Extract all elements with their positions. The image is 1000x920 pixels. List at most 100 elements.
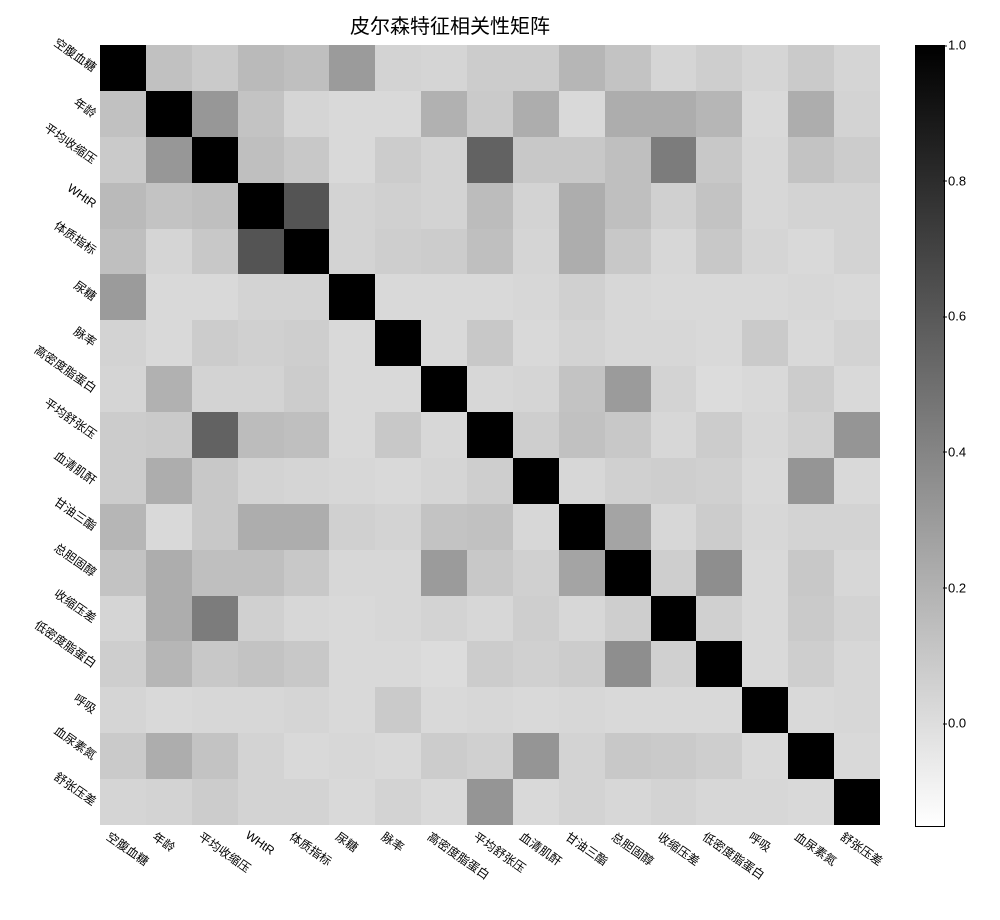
heatmap-cell xyxy=(329,779,375,825)
heatmap-cell xyxy=(651,412,697,458)
y-axis-label: 年龄 xyxy=(70,94,99,122)
heatmap-cell xyxy=(329,45,375,91)
heatmap-cell xyxy=(329,596,375,642)
heatmap-cell xyxy=(284,137,330,183)
heatmap-cell xyxy=(605,320,651,366)
heatmap-cell xyxy=(329,641,375,687)
heatmap-cell xyxy=(742,320,788,366)
heatmap-cell xyxy=(559,91,605,137)
heatmap-cell xyxy=(651,687,697,733)
heatmap-cell xyxy=(467,229,513,275)
y-axis-label: 空腹血糖 xyxy=(51,34,100,75)
heatmap-cell xyxy=(329,137,375,183)
heatmap-cell xyxy=(513,91,559,137)
heatmap-cell xyxy=(238,229,284,275)
heatmap-cell xyxy=(375,91,421,137)
heatmap-cell xyxy=(284,412,330,458)
heatmap-cell xyxy=(100,550,146,596)
y-axis-label: 脉率 xyxy=(70,323,99,351)
heatmap-cell xyxy=(651,779,697,825)
heatmap-cell xyxy=(467,320,513,366)
heatmap-cell xyxy=(696,733,742,779)
y-axis-label: 平均舒张压 xyxy=(41,394,100,442)
heatmap-cell xyxy=(513,183,559,229)
colorbar-tick: 0.8 xyxy=(948,173,966,188)
heatmap-cell xyxy=(421,641,467,687)
y-axis-label: 尿糖 xyxy=(70,277,99,305)
heatmap-cell xyxy=(513,229,559,275)
heatmap-cell xyxy=(421,366,467,412)
heatmap-cell xyxy=(834,641,880,687)
heatmap-cell xyxy=(146,504,192,550)
heatmap-cell xyxy=(834,412,880,458)
heatmap-cell xyxy=(559,274,605,320)
heatmap-cell xyxy=(559,320,605,366)
heatmap-cell xyxy=(651,137,697,183)
heatmap-cell xyxy=(696,320,742,366)
y-axis-label: 血尿素氮 xyxy=(51,722,100,763)
heatmap-cell xyxy=(421,320,467,366)
heatmap-cell xyxy=(742,274,788,320)
heatmap-cell xyxy=(238,320,284,366)
heatmap-cell xyxy=(742,641,788,687)
heatmap-cell xyxy=(375,458,421,504)
heatmap-cell xyxy=(192,687,238,733)
heatmap-cell xyxy=(605,596,651,642)
y-axis-label: 甘油三酯 xyxy=(51,493,100,534)
x-axis-label: 年龄 xyxy=(149,828,178,856)
heatmap-cell xyxy=(375,596,421,642)
x-axis-label: 总胆固醇 xyxy=(608,828,657,869)
heatmap-cell xyxy=(467,550,513,596)
heatmap-cell xyxy=(467,641,513,687)
heatmap-cell xyxy=(375,137,421,183)
heatmap-cell xyxy=(375,550,421,596)
heatmap-cell xyxy=(100,274,146,320)
heatmap-cell xyxy=(788,458,834,504)
heatmap-cell xyxy=(788,91,834,137)
heatmap-cell xyxy=(100,779,146,825)
heatmap-cell xyxy=(605,504,651,550)
heatmap-cell xyxy=(421,458,467,504)
heatmap-cell xyxy=(421,550,467,596)
x-axis-label: 空腹血糖 xyxy=(103,828,152,869)
heatmap-cell xyxy=(742,366,788,412)
heatmap-cell xyxy=(238,641,284,687)
heatmap-cell xyxy=(696,274,742,320)
heatmap-cell xyxy=(696,137,742,183)
heatmap-cell xyxy=(605,550,651,596)
heatmap-cell xyxy=(238,596,284,642)
heatmap-cell xyxy=(788,504,834,550)
x-axis-label: 甘油三酯 xyxy=(562,828,611,869)
heatmap-cell xyxy=(100,137,146,183)
heatmap-cell xyxy=(834,504,880,550)
heatmap-cell xyxy=(467,458,513,504)
heatmap-cell xyxy=(467,504,513,550)
heatmap-cell xyxy=(192,458,238,504)
heatmap-cell xyxy=(467,596,513,642)
x-axis-label: 尿糖 xyxy=(333,828,362,856)
heatmap-cell xyxy=(284,45,330,91)
heatmap-cell xyxy=(329,229,375,275)
heatmap-cell xyxy=(375,366,421,412)
heatmap-cell xyxy=(284,550,330,596)
heatmap-cell xyxy=(192,45,238,91)
heatmap-cell xyxy=(742,91,788,137)
heatmap-cell xyxy=(146,596,192,642)
heatmap-cell xyxy=(192,366,238,412)
heatmap-cell xyxy=(696,458,742,504)
colorbar-gradient xyxy=(915,45,945,827)
heatmap-cell xyxy=(421,183,467,229)
heatmap-cell xyxy=(421,412,467,458)
x-axis-label: 血尿素氮 xyxy=(791,828,840,869)
heatmap-cell xyxy=(192,733,238,779)
heatmap-cell xyxy=(329,687,375,733)
heatmap-cell xyxy=(238,366,284,412)
heatmap-cell xyxy=(238,137,284,183)
heatmap-cell xyxy=(605,91,651,137)
heatmap-cell xyxy=(238,550,284,596)
heatmap-cell xyxy=(100,91,146,137)
heatmap-cell xyxy=(192,412,238,458)
heatmap-cell xyxy=(146,550,192,596)
heatmap-cell xyxy=(696,641,742,687)
heatmap-cell xyxy=(421,137,467,183)
